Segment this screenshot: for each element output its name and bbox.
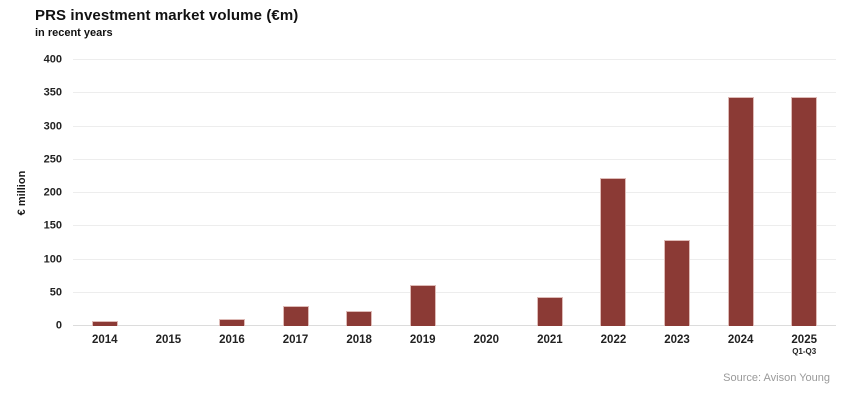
x-tick-label-2023: 2023	[664, 334, 690, 347]
bar-2021	[536, 297, 563, 326]
bar-2024	[727, 96, 754, 326]
x-tick-sublabel: Q1-Q3	[792, 347, 817, 357]
x-tick-year: 2022	[600, 334, 627, 346]
x-tick-label-2018: 2018	[346, 334, 372, 347]
y-tick-label-50: 50	[49, 286, 62, 299]
gridline	[73, 125, 836, 127]
x-tick-year: 2025	[791, 334, 817, 346]
y-axis-ticks: 0 50 100 150 200 250 300 350 400	[0, 54, 62, 331]
plot-area	[73, 59, 836, 326]
x-tick-label-2020: 2020	[473, 334, 499, 347]
x-axis-labels: 2014 2015 2016 2017 2018 2019 2020 2021 2022 2023…	[73, 334, 836, 368]
y-tick-label-350: 350	[43, 86, 62, 99]
x-tick-year: 2024	[727, 334, 754, 346]
x-tick-year: 2021	[537, 334, 563, 346]
x-tick-label-2025: 2025 Q1-Q3	[791, 334, 817, 356]
gridline	[73, 225, 836, 227]
bar-2019	[409, 284, 436, 326]
gridline	[73, 291, 836, 293]
y-tick-label-250: 250	[43, 153, 62, 166]
chart-title: PRS investment market volume (€m)	[35, 7, 299, 24]
x-tick-label-2022: 2022	[601, 334, 627, 347]
bar-2022	[600, 178, 627, 326]
x-tick-label-2024: 2024	[728, 334, 754, 347]
y-tick-label-100: 100	[43, 253, 62, 265]
bar-2018	[346, 310, 373, 326]
bar-2014	[91, 321, 118, 326]
gridline	[73, 92, 836, 94]
y-tick-label-200: 200	[43, 186, 62, 199]
bar-2017	[282, 306, 309, 326]
gridline	[73, 158, 836, 160]
x-tick-year: 2017	[282, 334, 309, 346]
x-tick-year: 2014	[91, 334, 118, 346]
x-tick-label-2019: 2019	[410, 334, 436, 347]
x-tick-year: 2018	[346, 334, 372, 346]
x-tick-label-2015: 2015	[156, 334, 182, 347]
chart-subtitle: in recent years	[35, 27, 113, 39]
gridline	[73, 192, 836, 193]
gridline	[73, 59, 836, 60]
bar-2025	[791, 96, 818, 326]
x-axis-line	[73, 325, 836, 326]
y-tick-label-400: 400	[43, 53, 62, 66]
x-tick-year: 2015	[155, 334, 182, 346]
y-tick-label-150: 150	[43, 219, 62, 232]
source-credit: Source: Avison Young	[723, 372, 830, 384]
gridline	[73, 258, 836, 260]
y-tick-label-300: 300	[43, 120, 62, 132]
x-tick-label-2016: 2016	[219, 334, 245, 347]
x-tick-year: 2019	[409, 334, 436, 346]
x-tick-year: 2023	[664, 334, 690, 346]
x-tick-year: 2020	[473, 334, 500, 346]
x-tick-label-2021: 2021	[537, 334, 563, 347]
bar-2016	[218, 318, 245, 326]
bar-2023	[664, 240, 691, 326]
x-tick-label-2014: 2014	[92, 334, 118, 347]
x-tick-year: 2016	[219, 334, 245, 346]
y-tick-label-0: 0	[55, 319, 62, 332]
x-tick-label-2017: 2017	[283, 334, 309, 347]
